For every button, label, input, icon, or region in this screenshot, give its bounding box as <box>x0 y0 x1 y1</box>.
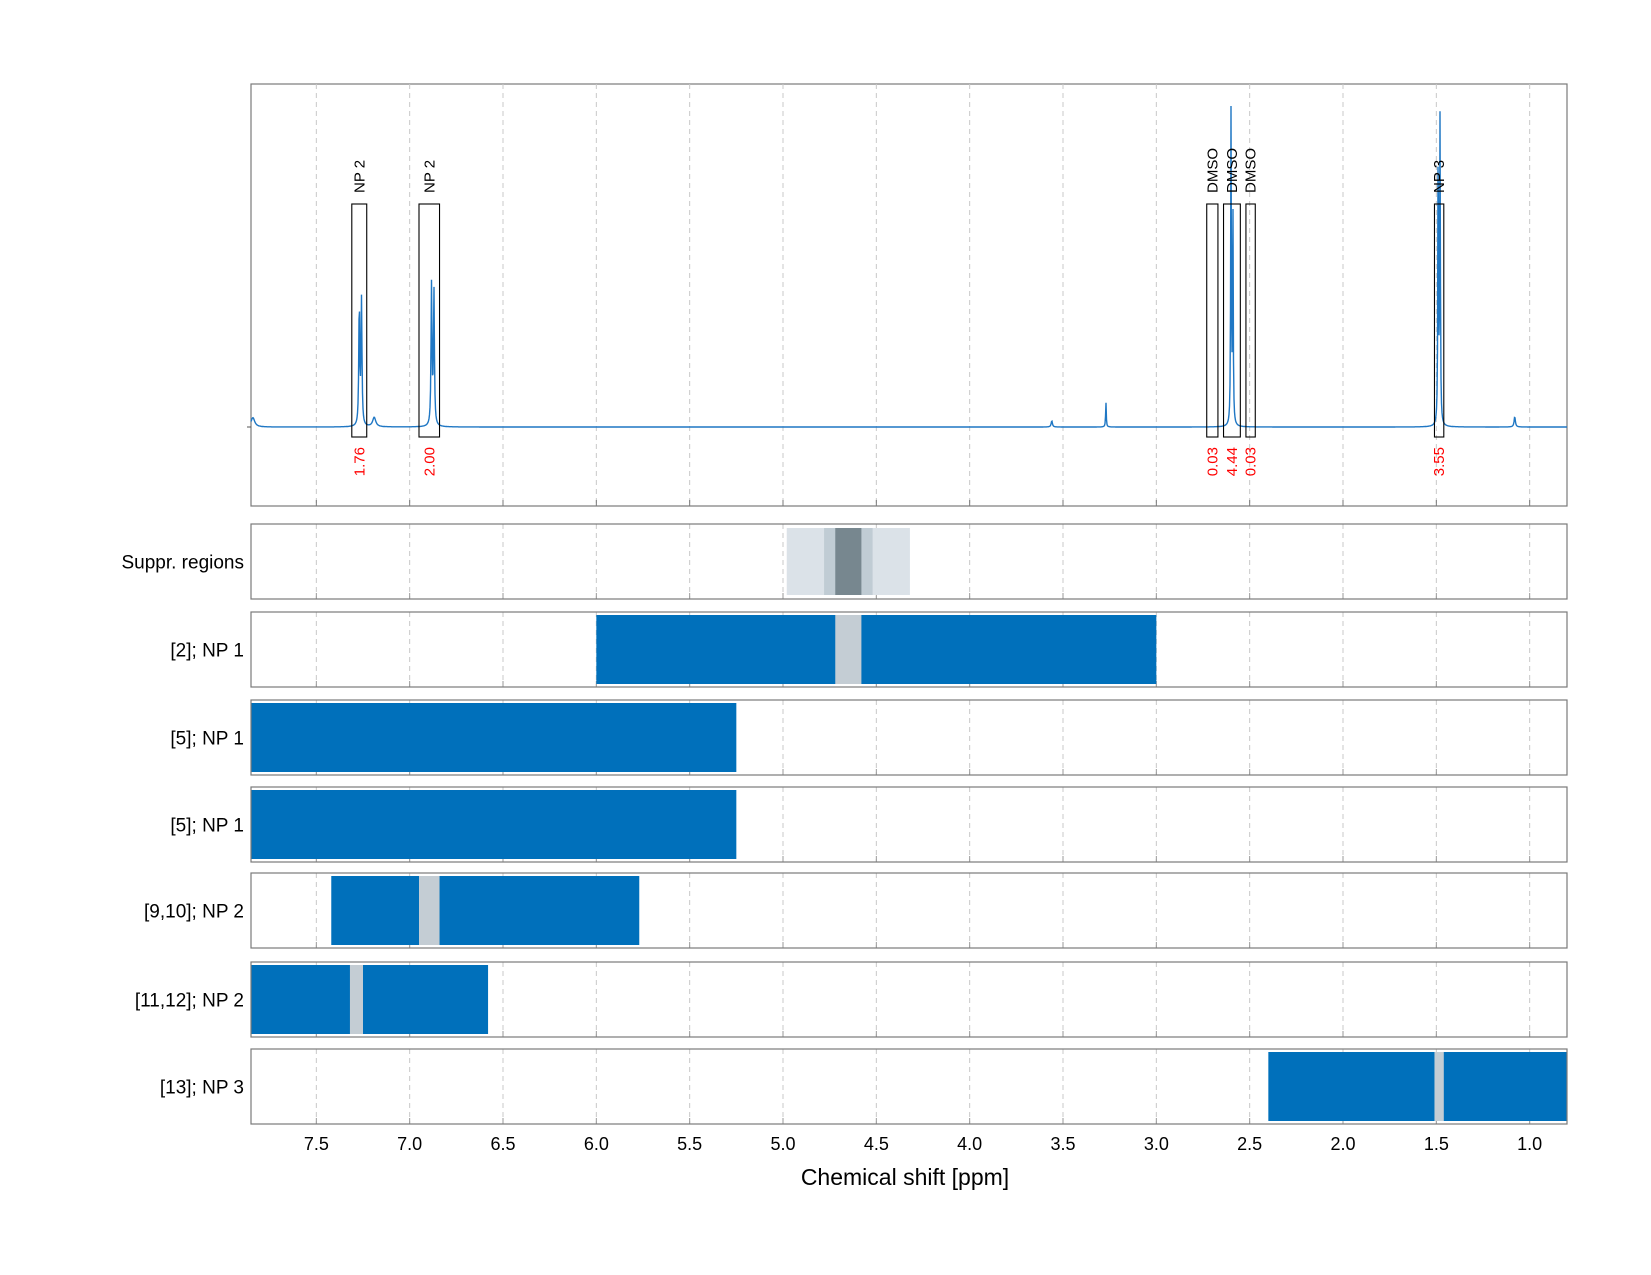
annotation-box <box>1245 203 1256 438</box>
annotation-box <box>418 203 441 438</box>
track-label: [11,12]; NP 2 <box>135 991 244 1012</box>
integral-label: 2.00 <box>421 447 438 476</box>
track-frame <box>250 872 1568 949</box>
annotation-box <box>1206 203 1219 438</box>
track-block <box>251 790 737 859</box>
track: [11,12]; NP 2 <box>135 961 1568 1038</box>
x-tick-label: 6.5 <box>490 1134 515 1154</box>
track-frame <box>250 961 1568 1038</box>
track: [5]; NP 1 <box>170 699 1568 776</box>
track-frame <box>250 786 1568 863</box>
track-label: [5]; NP 1 <box>170 729 244 750</box>
x-tick-label: 3.5 <box>1050 1134 1075 1154</box>
track-label: Suppr. regions <box>121 553 244 574</box>
track-gap <box>419 876 440 945</box>
annotation-label: NP 2 <box>351 160 368 193</box>
integral-label: 4.44 <box>1224 447 1241 476</box>
track: [2]; NP 1 <box>170 611 1568 688</box>
track: [13]; NP 3 <box>160 1048 1568 1125</box>
suppression-band <box>835 528 862 595</box>
track-frame <box>250 1048 1568 1125</box>
annotation-box <box>351 203 368 438</box>
x-axis-label: Chemical shift [ppm] <box>801 1164 1009 1190</box>
x-tick-label: 5.5 <box>677 1134 702 1154</box>
track-label: [5]; NP 1 <box>170 816 244 837</box>
integral-label: 0.03 <box>1243 447 1260 476</box>
track-block <box>331 876 640 945</box>
track: Suppr. regions <box>121 523 1568 600</box>
track-gap <box>835 615 862 684</box>
annotation-box <box>1222 203 1241 438</box>
track: [5]; NP 1 <box>170 786 1568 863</box>
track-block <box>251 703 737 772</box>
track-gap <box>349 965 363 1034</box>
track-frame <box>250 611 1568 688</box>
x-tick-label: 4.0 <box>957 1134 982 1154</box>
spectrum-line <box>250 105 1567 428</box>
annotation-label: NP 2 <box>421 160 438 193</box>
track-label: [13]; NP 3 <box>160 1078 244 1099</box>
x-tick-label: 1.0 <box>1517 1134 1542 1154</box>
x-tick-label: 5.0 <box>770 1134 795 1154</box>
track-frame <box>250 523 1568 600</box>
track-frame <box>250 699 1568 776</box>
integral-label: 1.76 <box>351 447 368 476</box>
integral-label: 0.03 <box>1204 447 1221 476</box>
x-tick-label: 7.5 <box>304 1134 329 1154</box>
annotation-label: DMSO <box>1224 148 1241 193</box>
annotation-label: NP 3 <box>1431 160 1448 193</box>
track: [9,10]; NP 2 <box>144 872 1568 949</box>
track-block <box>1268 1052 1567 1121</box>
x-tick-label: 7.0 <box>397 1134 422 1154</box>
x-tick-label: 6.0 <box>584 1134 609 1154</box>
integral-label: 3.55 <box>1431 447 1448 476</box>
x-tick-label: 2.5 <box>1237 1134 1262 1154</box>
x-tick-label: 3.0 <box>1144 1134 1169 1154</box>
track-label: [9,10]; NP 2 <box>144 902 244 923</box>
annotation-label: DMSO <box>1243 148 1260 193</box>
spectrum-panel-frame <box>250 83 1568 507</box>
track-block <box>251 965 489 1034</box>
track-label: [2]; NP 1 <box>170 641 244 662</box>
x-tick-label: 1.5 <box>1424 1134 1449 1154</box>
track-block <box>596 615 1157 684</box>
annotation-box <box>1433 203 1445 438</box>
x-tick-label: 4.5 <box>864 1134 889 1154</box>
x-tick-label: 2.0 <box>1330 1134 1355 1154</box>
track-gap <box>1434 1052 1444 1121</box>
annotation-label: DMSO <box>1204 148 1221 193</box>
